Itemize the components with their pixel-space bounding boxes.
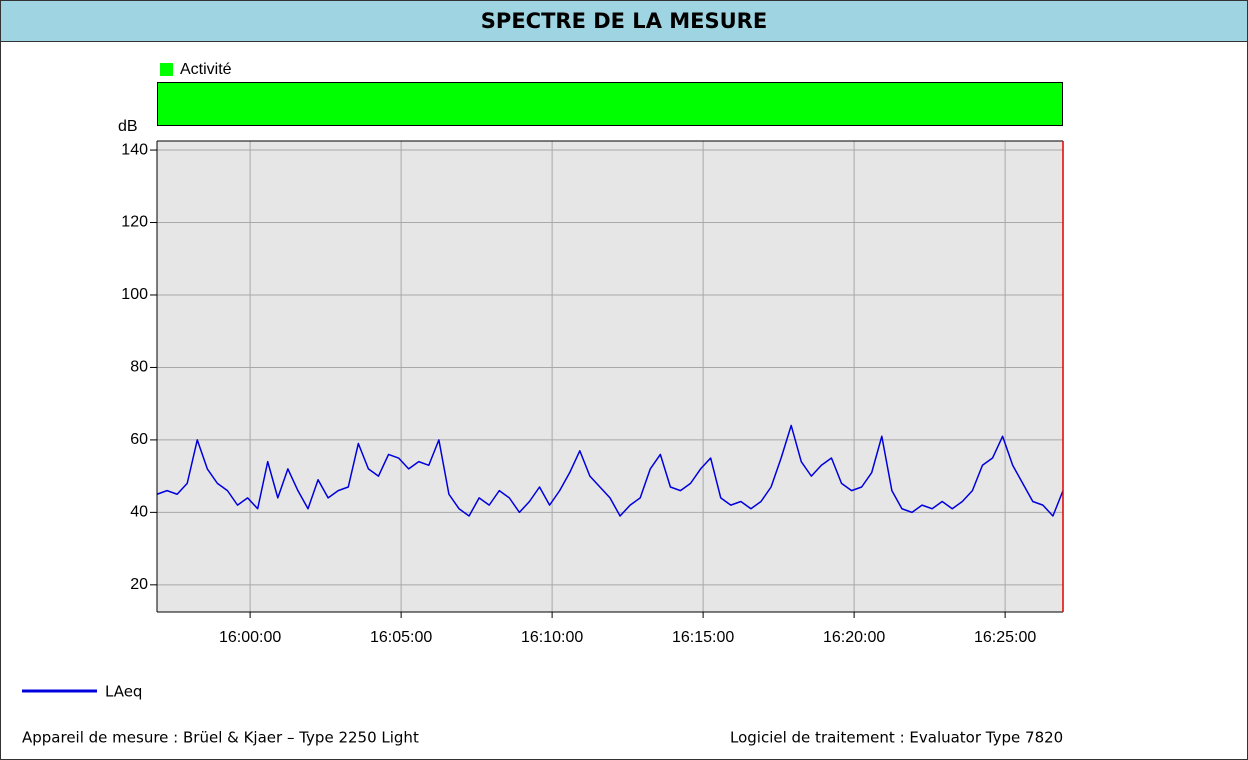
x-tick-label: 16:10:00: [521, 629, 583, 646]
x-tick-label: 16:25:00: [974, 629, 1036, 646]
y-tick-label: 60: [130, 431, 148, 448]
y-axis-label: dB: [118, 118, 138, 135]
grid: [157, 141, 1063, 612]
legend-label: LAeq: [105, 683, 142, 701]
activity-legend-label: Activité: [180, 61, 232, 78]
data-line: [156, 424, 1064, 517]
x-tick-label: 16:15:00: [672, 629, 734, 646]
y-tick-label: 40: [130, 504, 148, 521]
footer-left: Appareil de mesure : Brüel & Kjaer – Typ…: [22, 729, 419, 747]
plot-area: [157, 141, 1063, 612]
y-tick-label: 20: [130, 576, 148, 593]
y-tick-label: 120: [121, 214, 148, 231]
activity-legend-swatch: [160, 63, 173, 76]
x-tick-label: 16:20:00: [823, 629, 885, 646]
activity-bar: [157, 82, 1063, 126]
x-tick-label: 16:00:00: [219, 629, 281, 646]
y-tick-label: 140: [121, 141, 148, 158]
footer-right: Logiciel de traitement : Evaluator Type …: [730, 729, 1063, 747]
header-title: SPECTRE DE LA MESURE: [481, 9, 767, 33]
plot: [156, 424, 1064, 517]
x-tick-label: 16:05:00: [370, 629, 432, 646]
y-tick-label: 100: [121, 286, 148, 303]
header-bar: [0, 0, 1248, 42]
y-tick-label: 80: [130, 359, 148, 376]
